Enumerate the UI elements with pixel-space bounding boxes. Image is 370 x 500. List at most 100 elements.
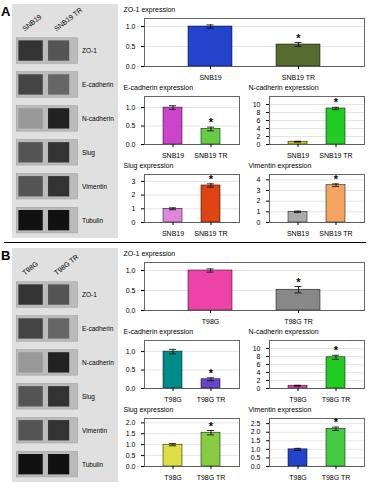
svg-text:0.5: 0.5 [126,122,136,129]
svg-text:SNB19: SNB19 [21,13,43,32]
svg-text:SNB19 TR: SNB19 TR [194,230,227,237]
svg-text:N-cadherin: N-cadherin [82,359,114,366]
svg-text:Vimentin: Vimentin [82,427,108,434]
svg-text:0.5: 0.5 [251,454,261,461]
svg-text:T98G: T98G [21,260,39,276]
svg-text:10: 10 [253,101,261,108]
svg-text:*: * [296,32,301,44]
svg-text:SNB19: SNB19 [162,152,184,159]
svg-text:6: 6 [257,361,261,368]
svg-text:0.0: 0.0 [251,463,261,470]
svg-text:SNB19: SNB19 [287,230,309,237]
svg-text:3: 3 [257,187,261,194]
svg-text:T98G TR: T98G TR [197,396,226,403]
svg-text:*: * [209,420,214,432]
svg-text:0.0: 0.0 [126,63,136,70]
svg-text:1.0: 1.0 [251,446,261,453]
svg-text:E-cadherin: E-cadherin [82,81,114,88]
svg-text:Slug expression: Slug expression [124,162,174,170]
svg-text:0.0: 0.0 [126,385,136,392]
svg-text:Slug expression: Slug expression [124,406,174,414]
svg-text:1.0: 1.0 [126,104,136,111]
svg-text:SNB19 TR: SNB19 TR [319,230,352,237]
svg-text:Vimentin expression: Vimentin expression [249,162,312,170]
svg-text:*: * [334,416,339,428]
svg-text:ZO-1 expression: ZO-1 expression [124,250,176,258]
svg-text:0: 0 [257,141,261,148]
html-text:B: B [1,248,11,263]
svg-text:0: 0 [257,385,261,392]
svg-text:T98G TR: T98G TR [53,253,80,276]
svg-text:2: 2 [257,377,261,384]
svg-text:Tubulin: Tubulin [82,461,103,468]
svg-text:N-cadherin expression: N-cadherin expression [249,328,319,336]
svg-text:0.5: 0.5 [126,287,136,294]
html-text:A: A [1,4,11,19]
svg-text:2.5: 2.5 [251,420,261,427]
svg-text:4: 4 [257,369,261,376]
svg-text:2: 2 [257,133,261,140]
svg-text:*: * [209,367,214,379]
svg-text:SNB19 TR: SNB19 TR [194,152,227,159]
svg-text:SNB19: SNB19 [199,74,221,81]
svg-text:E-cadherin expression: E-cadherin expression [124,84,194,92]
svg-text:SNB19: SNB19 [287,152,309,159]
svg-text:1.0: 1.0 [126,441,136,448]
svg-text:T98G TR: T98G TR [197,474,226,481]
svg-text:Tubulin: Tubulin [82,217,103,224]
svg-text:2.0: 2.0 [126,419,136,426]
svg-text:T98G: T98G [164,474,182,481]
svg-text:0: 0 [132,219,136,226]
svg-text:6: 6 [257,117,261,124]
svg-text:1.0: 1.0 [126,348,136,355]
svg-text:1.5: 1.5 [126,430,136,437]
svg-text:2: 2 [257,197,261,204]
svg-text:0.5: 0.5 [126,452,136,459]
svg-text:ZO-1 expression: ZO-1 expression [124,6,176,14]
svg-text:*: * [209,116,214,128]
svg-text:0.5: 0.5 [126,43,136,50]
svg-text:SNB19: SNB19 [162,230,184,237]
svg-text:E-cadherin: E-cadherin [82,325,114,332]
svg-text:*: * [334,96,339,108]
svg-text:E-cadherin expression: E-cadherin expression [124,328,194,336]
svg-text:T98G: T98G [164,396,182,403]
svg-text:3: 3 [132,178,136,185]
svg-text:2.0: 2.0 [251,428,261,435]
svg-text:0.0: 0.0 [126,141,136,148]
svg-text:*: * [296,276,301,288]
svg-text:Slug: Slug [82,149,95,157]
svg-text:SNB19 TR: SNB19 TR [53,6,84,32]
svg-text:10: 10 [253,345,261,352]
svg-text:N-cadherin expression: N-cadherin expression [249,84,319,92]
svg-text:ZO-1: ZO-1 [82,291,97,298]
svg-text:ZO-1: ZO-1 [82,47,97,54]
svg-text:T98G TR: T98G TR [284,318,313,325]
svg-text:4: 4 [257,125,261,132]
svg-text:8: 8 [257,353,261,360]
svg-text:0.0: 0.0 [126,463,136,470]
svg-text:SNB19 TR: SNB19 TR [282,74,315,81]
svg-text:T98G: T98G [289,396,307,403]
svg-text:1: 1 [257,208,261,215]
svg-text:T98G: T98G [202,318,220,325]
svg-text:1: 1 [132,205,136,212]
svg-text:1.5: 1.5 [251,437,261,444]
svg-text:4: 4 [257,176,261,183]
svg-text:1.0: 1.0 [126,23,136,30]
svg-text:2: 2 [132,191,136,198]
svg-text:1.0: 1.0 [126,267,136,274]
svg-text:0.0: 0.0 [126,307,136,314]
svg-text:T98G TR: T98G TR [322,396,351,403]
svg-text:Vimentin expression: Vimentin expression [249,406,312,414]
svg-text:8: 8 [257,109,261,116]
svg-text:T98G TR: T98G TR [322,474,351,481]
svg-text:*: * [334,344,339,356]
svg-text:0.5: 0.5 [126,366,136,373]
svg-text:T98G: T98G [289,474,307,481]
svg-text:Slug: Slug [82,393,95,401]
svg-text:0: 0 [257,219,261,226]
svg-text:Vimentin: Vimentin [82,183,108,190]
svg-text:SNB19 TR: SNB19 TR [319,152,352,159]
svg-text:N-cadherin: N-cadherin [82,115,114,122]
